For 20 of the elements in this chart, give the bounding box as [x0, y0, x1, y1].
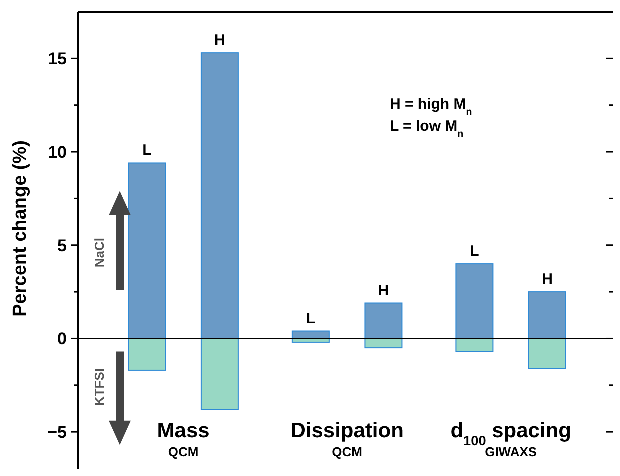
x-tick-label: L [470, 243, 480, 260]
y-tick-label: 5 [58, 236, 67, 256]
x-tick-label: H [214, 32, 226, 50]
text: KTFSI [92, 368, 107, 406]
y-tick-label: 0 [58, 330, 67, 349]
x-tick-label: L [306, 310, 316, 328]
text: NaCl [92, 238, 107, 268]
y-axis-title: Percent change (%) [10, 140, 31, 317]
y-tick-label: −5 [48, 423, 67, 442]
x-tick-label: H [542, 271, 553, 288]
annotation: QCM [168, 444, 199, 460]
annotation: L = low M$_{n}$ [390, 118, 464, 140]
annotation: Mass [157, 420, 210, 443]
annotation: Dissipation [290, 420, 404, 443]
y-tick-label: 15 [48, 50, 67, 69]
x-tick-label: L [142, 142, 152, 160]
y-tick-label: 10 [48, 142, 67, 162]
x-tick-label: H [378, 282, 390, 300]
annotation: H = high M$_{n}$ [390, 96, 472, 118]
annotation: QCM [332, 444, 362, 460]
